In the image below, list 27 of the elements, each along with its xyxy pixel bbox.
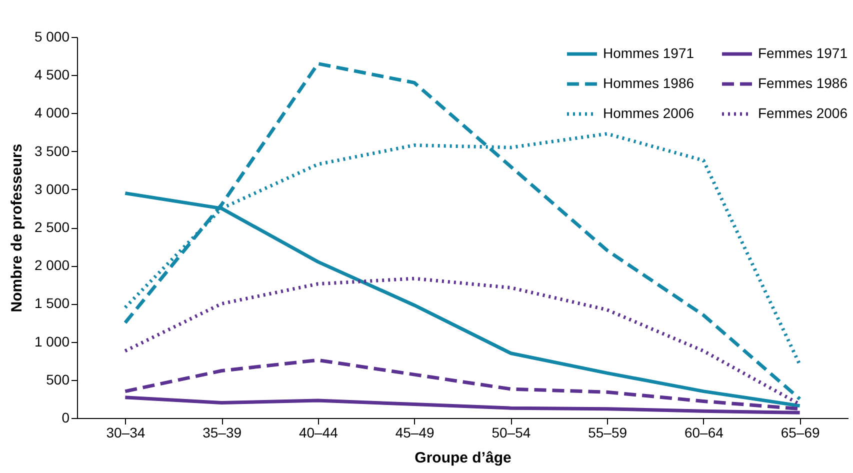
- x-axis-title: Groupe d’âge: [414, 450, 512, 466]
- x-tick-label: 45–49: [395, 424, 434, 440]
- y-tick-label: 3 500: [34, 142, 70, 159]
- x-tick-label: 40–44: [298, 424, 338, 440]
- legend-label: Femmes 2006: [758, 105, 848, 121]
- x-tick-label: 55–59: [588, 424, 628, 440]
- legend-label: Hommes 1971: [603, 45, 694, 61]
- y-tick-label: 4 000: [34, 104, 70, 121]
- y-tick-label: 500: [46, 371, 70, 388]
- x-tick-label: 30–34: [106, 424, 146, 440]
- y-tick-label: 1 500: [34, 295, 70, 312]
- legend-label: Femmes 1971: [758, 45, 848, 61]
- x-tick-label: 65–69: [780, 424, 820, 440]
- y-axis-title: Nombre de professeurs: [8, 144, 26, 312]
- x-tick-label: 60–64: [684, 424, 724, 440]
- legend-label: Femmes 1986: [758, 75, 848, 91]
- legend-label: Hommes 1986: [603, 75, 694, 91]
- x-tick-label: 50–54: [492, 424, 531, 440]
- y-tick-label: 5 000: [34, 28, 70, 44]
- y-tick-label: 0: [62, 410, 70, 426]
- y-tick-label: 1 000: [34, 333, 70, 350]
- y-tick-label: 2 500: [34, 219, 70, 235]
- y-tick-label: 2 000: [34, 257, 70, 274]
- x-tick-label: 35–39: [202, 424, 242, 440]
- y-tick-label: 3 000: [34, 180, 70, 197]
- y-tick-label: 4 500: [34, 66, 70, 83]
- legend-label: Hommes 2006: [603, 105, 694, 121]
